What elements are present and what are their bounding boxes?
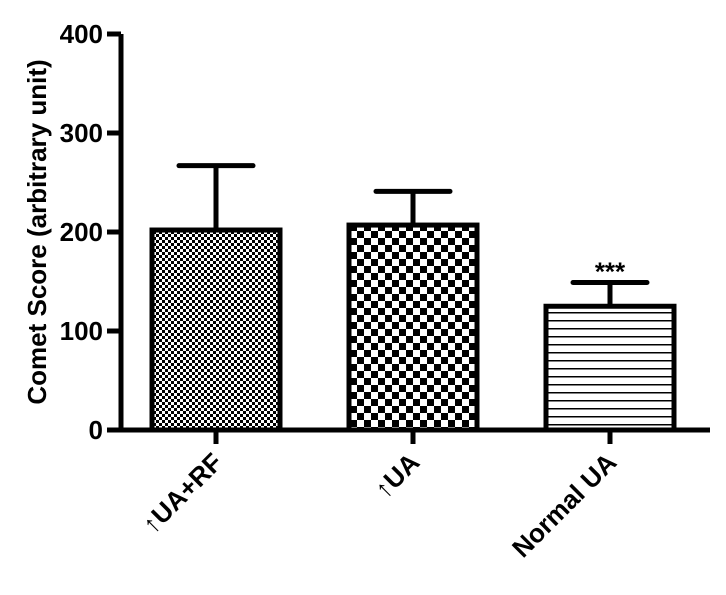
y-tick-label-200: 200	[60, 217, 103, 247]
bar-2	[346, 222, 480, 433]
bar-1	[149, 227, 283, 433]
y-axis-label: Comet Score (arbitrary unit)	[22, 59, 52, 404]
significance-annotation-1: ***	[595, 256, 626, 286]
x-category-label-1: ↑UA+RF	[136, 447, 228, 539]
y-tick-label-100: 100	[60, 316, 103, 346]
y-tick-label-400: 400	[60, 19, 103, 49]
y-tick-label-0: 0	[89, 415, 103, 445]
bar-3	[543, 303, 677, 433]
x-category-label-3: Normal UA	[506, 447, 622, 563]
y-tick-label-300: 300	[60, 118, 103, 148]
x-category-label-2: ↑UA	[368, 447, 425, 504]
